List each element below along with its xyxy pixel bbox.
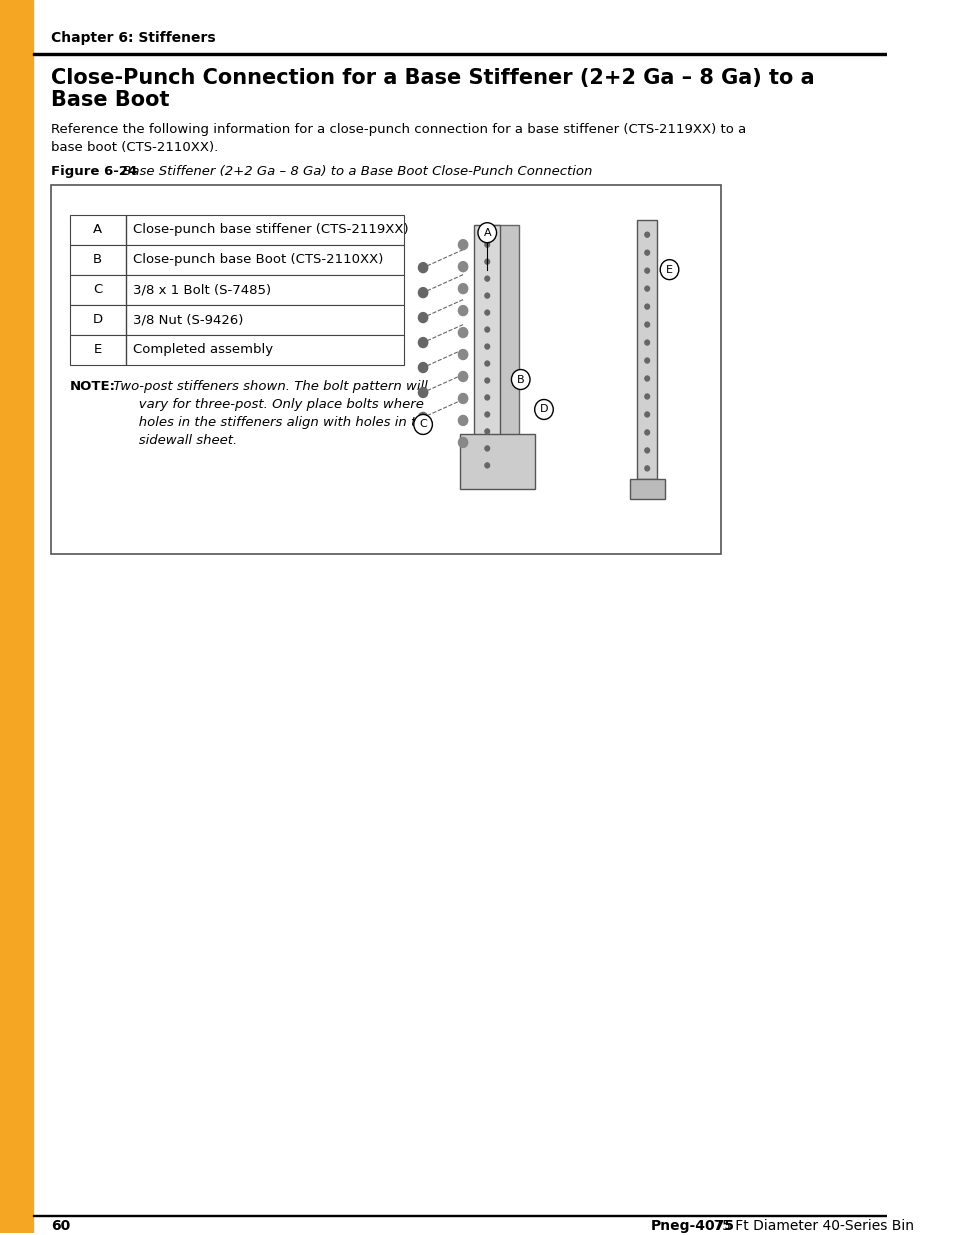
- Text: NOTE:: NOTE:: [70, 379, 115, 393]
- Circle shape: [484, 259, 489, 264]
- Text: Close-Punch Connection for a Base Stiffener (2+2 Ga – 8 Ga) to a: Close-Punch Connection for a Base Stiffe…: [51, 68, 814, 88]
- Circle shape: [484, 293, 489, 298]
- Circle shape: [644, 448, 649, 453]
- Text: base boot (CTS-2110XX).: base boot (CTS-2110XX).: [51, 141, 218, 154]
- Circle shape: [418, 337, 427, 347]
- Text: B: B: [517, 374, 524, 384]
- Text: Reference the following information for a close-punch connection for a base stif: Reference the following information for …: [51, 124, 745, 136]
- Text: 3/8 Nut (S-9426): 3/8 Nut (S-9426): [132, 314, 243, 326]
- Text: Figure 6-24: Figure 6-24: [51, 165, 137, 178]
- Text: E: E: [93, 343, 102, 356]
- Circle shape: [484, 429, 489, 433]
- Text: A: A: [93, 224, 102, 236]
- Text: Base Boot: Base Boot: [51, 90, 170, 110]
- Circle shape: [644, 268, 649, 273]
- Text: A: A: [483, 227, 491, 237]
- Circle shape: [484, 327, 489, 332]
- Bar: [70, 274, 404, 305]
- Text: D: D: [539, 405, 548, 415]
- Circle shape: [418, 312, 427, 322]
- Text: Chapter 6: Stiffeners: Chapter 6: Stiffeners: [51, 31, 215, 44]
- Text: C: C: [92, 283, 102, 296]
- Circle shape: [458, 305, 467, 316]
- Circle shape: [458, 394, 467, 404]
- Circle shape: [458, 415, 467, 425]
- Circle shape: [458, 327, 467, 337]
- Bar: [474, 225, 499, 464]
- Bar: [32, 53, 886, 54]
- Circle shape: [644, 287, 649, 291]
- Text: 75 Ft Diameter 40-Series Bin: 75 Ft Diameter 40-Series Bin: [708, 1219, 913, 1234]
- Circle shape: [644, 340, 649, 345]
- Circle shape: [458, 437, 467, 447]
- Circle shape: [484, 361, 489, 366]
- Bar: [70, 245, 404, 274]
- Text: D: D: [92, 314, 103, 326]
- Circle shape: [644, 358, 649, 363]
- Circle shape: [484, 378, 489, 383]
- Bar: [70, 215, 404, 245]
- Bar: [70, 335, 404, 364]
- Circle shape: [458, 350, 467, 359]
- Circle shape: [418, 388, 427, 398]
- Text: C: C: [418, 420, 427, 430]
- Circle shape: [644, 251, 649, 256]
- Text: Completed assembly: Completed assembly: [132, 343, 273, 356]
- Bar: [70, 305, 404, 335]
- Bar: [0, 0, 32, 1234]
- Circle shape: [511, 369, 530, 389]
- Text: 60: 60: [51, 1219, 71, 1234]
- Text: Pneg-4075: Pneg-4075: [650, 1219, 734, 1234]
- Text: E: E: [665, 264, 672, 274]
- Circle shape: [458, 284, 467, 294]
- Circle shape: [644, 430, 649, 435]
- Circle shape: [644, 412, 649, 417]
- Circle shape: [484, 242, 489, 247]
- Text: Close-punch base Boot (CTS-2110XX): Close-punch base Boot (CTS-2110XX): [132, 253, 383, 267]
- Circle shape: [458, 262, 467, 272]
- Circle shape: [418, 288, 427, 298]
- Circle shape: [644, 394, 649, 399]
- Circle shape: [418, 412, 427, 422]
- Circle shape: [644, 466, 649, 471]
- Bar: [629, 479, 664, 499]
- Bar: [459, 435, 534, 489]
- Circle shape: [458, 240, 467, 249]
- Bar: [637, 220, 657, 479]
- Circle shape: [644, 322, 649, 327]
- Circle shape: [477, 222, 496, 243]
- Bar: [51, 185, 720, 555]
- Circle shape: [484, 310, 489, 315]
- Circle shape: [484, 463, 489, 468]
- Circle shape: [644, 304, 649, 309]
- Text: 3/8 x 1 Bolt (S-7485): 3/8 x 1 Bolt (S-7485): [132, 283, 271, 296]
- Circle shape: [484, 446, 489, 451]
- Text: Two-post stiffeners shown. The bolt pattern will
       vary for three-post. Onl: Two-post stiffeners shown. The bolt patt…: [109, 379, 432, 447]
- Text: Close-punch base stiffener (CTS-2119XX): Close-punch base stiffener (CTS-2119XX): [132, 224, 408, 236]
- Text: B: B: [93, 253, 102, 267]
- Circle shape: [484, 395, 489, 400]
- Circle shape: [659, 259, 679, 279]
- Circle shape: [644, 232, 649, 237]
- Circle shape: [458, 372, 467, 382]
- Circle shape: [418, 263, 427, 273]
- Circle shape: [484, 345, 489, 350]
- Circle shape: [644, 375, 649, 382]
- Circle shape: [484, 412, 489, 417]
- Bar: [493, 225, 518, 454]
- Circle shape: [418, 363, 427, 373]
- Circle shape: [534, 399, 553, 420]
- Circle shape: [484, 277, 489, 282]
- Text: Base Stiffener (2+2 Ga – 8 Ga) to a Base Boot Close-Punch Connection: Base Stiffener (2+2 Ga – 8 Ga) to a Base…: [118, 165, 592, 178]
- Circle shape: [414, 415, 432, 435]
- Bar: [32, 1215, 886, 1216]
